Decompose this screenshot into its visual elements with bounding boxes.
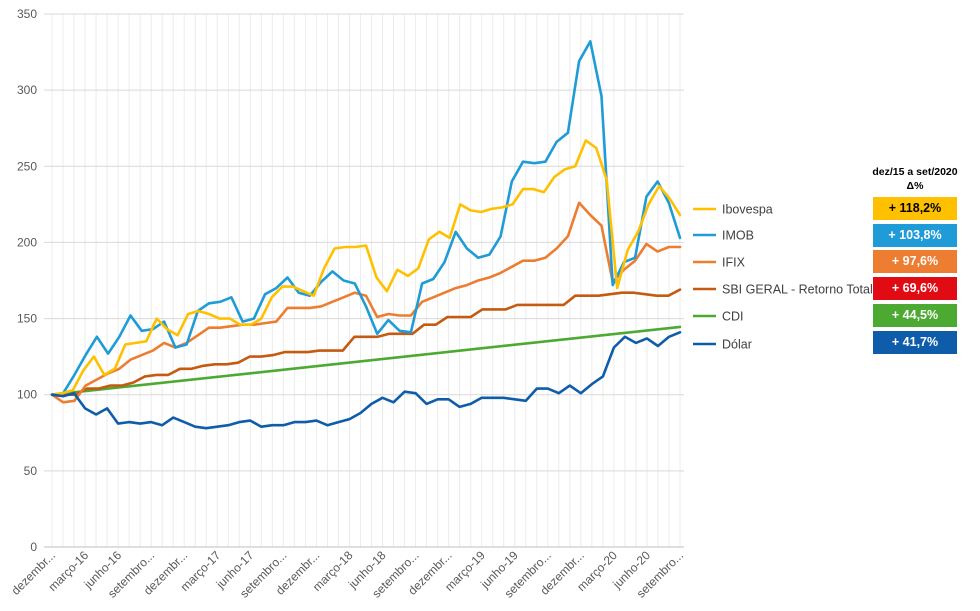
- legend-label: Dólar: [722, 338, 752, 352]
- vertical-gridlines: [51, 14, 681, 547]
- series-line-4: [50, 325, 682, 397]
- delta-header-sub: Δ%: [906, 180, 924, 192]
- delta-value: + 97,6%: [873, 250, 957, 273]
- delta-value: + 118,2%: [873, 197, 957, 220]
- legend-label: SBI GERAL - Retorno Total: [722, 283, 873, 297]
- series-lines: [50, 40, 682, 430]
- y-tick-label: 150: [17, 312, 37, 326]
- legend-label: CDI: [722, 310, 744, 324]
- y-tick-label: 200: [17, 235, 37, 249]
- series-line-3: [50, 288, 682, 397]
- y-tick-label: 0: [30, 540, 37, 554]
- legend: Ibovespa IMOB IFIX SBI GERAL - Retorno Tota…: [693, 203, 873, 352]
- x-axis-ticks: dezembr...março-16junho-16setembro...dez…: [9, 548, 687, 601]
- y-axis-ticks: 0 50 100 150 200 250 300 350: [17, 7, 37, 554]
- delta-value: + 41,7%: [873, 331, 957, 354]
- delta-header: dez/15 a set/2020: [872, 166, 958, 178]
- series-line-1: [50, 40, 682, 397]
- legend-label: IFIX: [722, 256, 746, 270]
- legend-label: Ibovespa: [722, 203, 773, 217]
- horizontal-gridlines: [44, 13, 684, 548]
- delta-value: + 103,8%: [873, 224, 957, 247]
- series-line-0: [50, 139, 682, 397]
- y-tick-label: 100: [17, 388, 37, 402]
- delta-value: + 69,6%: [873, 277, 957, 300]
- y-tick-label: 250: [17, 159, 37, 173]
- series-line-5: [50, 330, 682, 430]
- y-tick-label: 300: [17, 83, 37, 97]
- y-tick-label: 350: [17, 7, 37, 21]
- series-line-2: [50, 201, 682, 404]
- delta-value: + 44,5%: [873, 304, 957, 327]
- legend-label: IMOB: [722, 229, 754, 243]
- y-tick-label: 50: [24, 464, 38, 478]
